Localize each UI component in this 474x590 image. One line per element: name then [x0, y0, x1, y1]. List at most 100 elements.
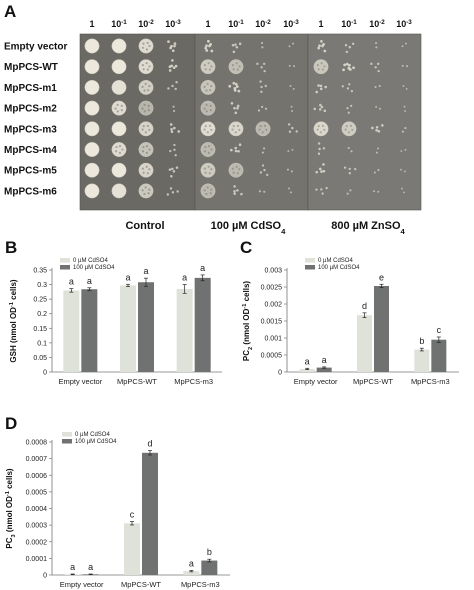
colony-texture [321, 68, 324, 71]
microcolony [343, 166, 347, 169]
colony-spot [138, 142, 154, 157]
microcolony [260, 41, 264, 45]
microcolony [317, 84, 320, 87]
colony-spot [200, 79, 216, 95]
colony-texture [147, 192, 150, 195]
microcolony [377, 169, 380, 172]
colony-spot [138, 79, 154, 95]
colony-texture [235, 165, 238, 168]
microcolony [170, 175, 173, 178]
microcolony [379, 107, 382, 110]
colony-texture [232, 68, 235, 71]
microcolony [238, 42, 242, 46]
microcolony [350, 150, 353, 153]
colony-spot [84, 79, 100, 95]
dilution-label-0-2: 10-2 [138, 19, 154, 30]
panel-d-pc3-chart: D 0 0.0001 0.0002 0.0003 0.0004 0.0005 0.0006 0.… [5, 414, 230, 589]
microcolony [347, 111, 350, 114]
bar [201, 560, 218, 575]
colony-texture [145, 151, 148, 154]
microcolony [375, 105, 378, 108]
legend-swatch [60, 258, 70, 263]
colony-texture [210, 148, 213, 151]
colony-spot [200, 183, 216, 199]
microcolony [232, 50, 236, 54]
colony-spot [84, 59, 100, 75]
colony-texture [141, 85, 144, 88]
dilution-label-1-2: 10-2 [255, 19, 271, 30]
colony-texture [204, 171, 207, 174]
bar [316, 367, 332, 372]
colony-spot [111, 162, 127, 178]
y-tick-label: 0 [43, 370, 47, 377]
colony-texture [258, 128, 261, 131]
microcolony [175, 81, 178, 84]
microcolony [321, 192, 324, 195]
microcolony [317, 46, 321, 50]
colony-texture [144, 186, 147, 189]
microcolony [170, 127, 173, 131]
microcolony [315, 170, 319, 174]
panel-letter: B [5, 238, 17, 257]
microcolony [402, 191, 405, 194]
microcolony [377, 190, 380, 193]
colony-spot [138, 38, 154, 54]
colony-texture [204, 68, 207, 71]
colony-texture [118, 151, 121, 154]
microcolony [375, 151, 378, 154]
colony-texture [209, 109, 212, 112]
colony-texture [146, 172, 149, 175]
microcolony [169, 149, 172, 153]
bar [183, 571, 200, 575]
microcolony [290, 170, 293, 173]
microcolony [320, 188, 323, 191]
colony-texture [142, 42, 145, 45]
microcolony [234, 43, 237, 46]
dilution-label-2-2: 10-2 [369, 19, 385, 30]
colony-texture [238, 168, 241, 171]
colony-texture [205, 192, 208, 196]
legend-label: 0 µM CdSO4 [75, 432, 110, 438]
colony-texture [323, 128, 326, 131]
microcolony [319, 87, 323, 91]
colony-texture [236, 124, 240, 127]
colony-texture [210, 128, 213, 131]
colony-texture [238, 128, 241, 131]
microcolony [231, 43, 235, 47]
colony-texture [209, 104, 212, 107]
y-tick-label: 0.0005 [261, 353, 283, 360]
microcolony [401, 45, 404, 48]
colony-texture [142, 171, 145, 174]
microcolony [352, 66, 355, 70]
colony-texture [209, 192, 212, 195]
y-tick-label: 0.0004 [26, 506, 48, 513]
colony-spot [111, 183, 127, 199]
y-tick-label: 0 [278, 370, 282, 377]
microcolony [404, 148, 407, 151]
y-tick-label: 0.0008 [26, 440, 48, 447]
microcolony [405, 42, 407, 45]
microcolony [325, 186, 328, 190]
microcolony [317, 142, 321, 145]
x-tick-label: MpPCS-m3 [181, 580, 220, 589]
colony-texture [145, 62, 148, 65]
significance-letter: a [189, 559, 194, 569]
bar [414, 349, 430, 372]
bar [138, 282, 154, 372]
microcolony [350, 89, 354, 93]
microcolony [320, 39, 323, 43]
x-tick-label: MpPCS-m3 [174, 377, 213, 386]
microcolony [346, 192, 349, 195]
colony-texture [234, 131, 237, 134]
microcolony [322, 169, 326, 173]
colony-spot [84, 183, 100, 199]
colony-texture [143, 89, 146, 92]
legend-label: 100 µM CdSO4 [75, 439, 117, 445]
colony-texture [146, 41, 149, 45]
dilution-label-1-3: 10-3 [283, 19, 299, 30]
panel-c-pc2-chart: C 0 0.0005 0.001 0.0015 0.002 0.0025 0.003 PC2 (… [240, 238, 459, 386]
microcolony [233, 106, 236, 110]
colony-texture [148, 168, 151, 171]
significance-letter: a [69, 277, 74, 287]
microcolony [263, 168, 266, 172]
